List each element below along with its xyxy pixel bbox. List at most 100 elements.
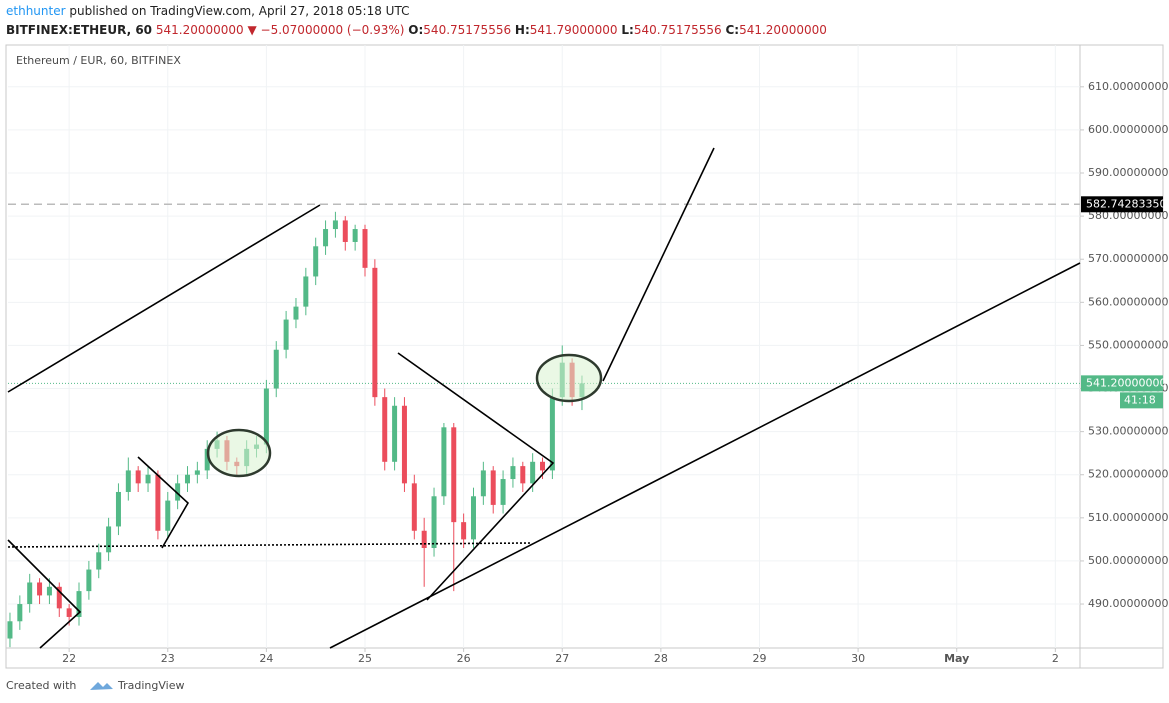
ohlc-value: 541.20000000 bbox=[739, 23, 827, 37]
y-tick-label: 490.00000000 bbox=[1088, 597, 1168, 610]
change: −5.07000000 (−0.93%) bbox=[261, 23, 405, 37]
trend-line bbox=[7, 204, 321, 393]
chart-title: Ethereum / EUR, 60, BITFINEX bbox=[16, 54, 181, 67]
candle-body bbox=[303, 276, 309, 307]
wedge bbox=[397, 352, 555, 601]
price-label-box bbox=[1081, 375, 1163, 392]
candle-body bbox=[17, 604, 23, 622]
header-line: ethhunter published on TradingView.com, … bbox=[6, 4, 409, 18]
wedge bbox=[137, 456, 190, 549]
candle-body bbox=[362, 229, 368, 268]
candle-body bbox=[175, 483, 181, 501]
candle-body bbox=[155, 474, 161, 531]
y-tick-label: 590.00000000 bbox=[1088, 166, 1168, 179]
symbol-line: BITFINEX:ETHEUR, 60 541.20000000 ▼ −5.07… bbox=[6, 23, 827, 37]
y-tick-label: 560.00000000 bbox=[1088, 295, 1168, 308]
candle-body bbox=[115, 491, 121, 527]
candle-body bbox=[86, 569, 92, 592]
candle-body bbox=[313, 246, 319, 277]
y-tick-label: 510.00000000 bbox=[1088, 511, 1168, 524]
candle-body bbox=[382, 397, 388, 462]
x-tick-label: 22 bbox=[62, 652, 76, 665]
candle-body bbox=[520, 466, 526, 484]
candle-body bbox=[470, 496, 476, 540]
x-tick-label: 23 bbox=[161, 652, 175, 665]
candle-body bbox=[421, 530, 427, 549]
ohlc-key: L: bbox=[621, 23, 633, 37]
countdown: 41:18 bbox=[1124, 393, 1156, 406]
candle-body bbox=[540, 461, 546, 471]
candle-body bbox=[411, 483, 417, 531]
candle-body bbox=[184, 474, 190, 484]
candle-body bbox=[273, 349, 279, 389]
x-tick-label: 24 bbox=[259, 652, 273, 665]
grid bbox=[8, 45, 1080, 648]
ohlc-value: 540.75175556 bbox=[423, 23, 511, 37]
x-tick-label: 2 bbox=[1052, 652, 1059, 665]
x-tick-label: 29 bbox=[752, 652, 766, 665]
candle-body bbox=[323, 229, 329, 247]
candle-body bbox=[135, 470, 141, 484]
ohlc-value: 540.75175556 bbox=[634, 23, 722, 37]
y-tick-label: 500.00000000 bbox=[1088, 554, 1168, 567]
footer-brand[interactable]: TradingView bbox=[117, 679, 184, 692]
candle-body bbox=[342, 220, 348, 242]
y-tick-label: 520.00000000 bbox=[1088, 468, 1168, 481]
candle-body bbox=[401, 405, 407, 484]
candle-body bbox=[372, 267, 378, 398]
candle-body bbox=[194, 470, 200, 475]
price-label-box bbox=[1081, 196, 1163, 213]
drawings bbox=[7, 147, 1081, 649]
countdown-box bbox=[1120, 392, 1163, 409]
x-tick-label: 30 bbox=[851, 652, 865, 665]
wedge bbox=[7, 539, 82, 649]
x-tick-label: 27 bbox=[555, 652, 569, 665]
y-tick-label: 530.00000000 bbox=[1088, 425, 1168, 438]
candle-body bbox=[37, 582, 43, 596]
candle-body bbox=[145, 474, 151, 484]
candle-body bbox=[431, 496, 437, 549]
candle-body bbox=[27, 582, 33, 605]
candle-body bbox=[56, 586, 62, 609]
highlight-ellipse bbox=[206, 428, 272, 478]
ohlc-key: H: bbox=[515, 23, 530, 37]
y-tick-label: 570.00000000 bbox=[1088, 252, 1168, 265]
symbol: BITFINEX:ETHEUR, 60 bbox=[6, 23, 152, 37]
candle-body bbox=[510, 466, 516, 480]
candle-body bbox=[549, 397, 555, 471]
support-line bbox=[7, 542, 531, 548]
candle-body bbox=[392, 405, 398, 462]
candle-body bbox=[490, 470, 496, 505]
x-tick-label: May bbox=[944, 652, 969, 665]
x-tick-label: 25 bbox=[358, 652, 372, 665]
candle-body bbox=[46, 586, 52, 596]
projection-line bbox=[602, 147, 715, 382]
axes: 490.00000000 500.00000000 510.00000000 520.… bbox=[62, 80, 1168, 665]
candle-body bbox=[352, 229, 358, 242]
candle-body bbox=[165, 500, 171, 531]
candle-body bbox=[500, 479, 506, 505]
price-label: 541.20000000 bbox=[1086, 376, 1166, 389]
ohlc-key: O: bbox=[408, 23, 423, 37]
arrow: ▼ bbox=[247, 23, 257, 37]
candle-body bbox=[530, 461, 536, 484]
y-tick-label: 580.00000000 bbox=[1088, 209, 1168, 222]
candle-body bbox=[461, 522, 467, 540]
last: 541.20000000 bbox=[156, 23, 244, 37]
ohlc-value: 541.79000000 bbox=[530, 23, 618, 37]
author[interactable]: ethhunter bbox=[6, 4, 66, 18]
candle-body bbox=[7, 621, 13, 639]
candle-body bbox=[106, 526, 112, 553]
price-label: 582.74283350 bbox=[1086, 197, 1166, 210]
candle-body bbox=[293, 306, 299, 320]
candle-body bbox=[332, 220, 338, 230]
x-tick-label: 26 bbox=[457, 652, 471, 665]
candle-body bbox=[96, 552, 102, 570]
y-tick-label: 610.00000000 bbox=[1088, 80, 1168, 93]
candle-body bbox=[283, 319, 289, 350]
candle-body bbox=[480, 470, 486, 497]
candle-body bbox=[66, 608, 72, 617]
candle-body bbox=[204, 448, 210, 471]
highlight-ellipse bbox=[535, 353, 603, 403]
